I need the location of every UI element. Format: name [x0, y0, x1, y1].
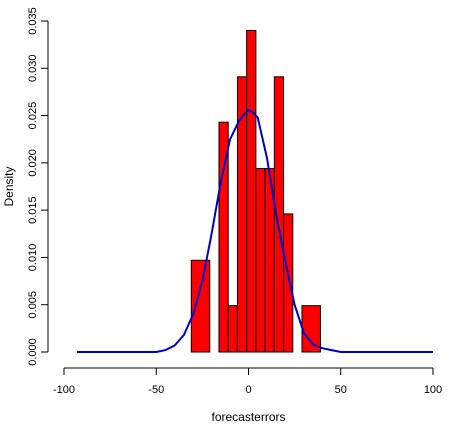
y-axis-title: Density: [2, 166, 16, 206]
y-tick-label: 0.015: [27, 196, 39, 224]
histogram-bar: [301, 305, 321, 353]
histogram-bar: [190, 259, 211, 353]
x-tick-label: -50: [148, 384, 164, 396]
x-tick-label: -100: [53, 384, 75, 396]
y-tick-label: 0.020: [27, 149, 39, 177]
histogram-bar: [246, 29, 257, 353]
x-tick-label: 100: [424, 384, 442, 396]
y-tick-label: 0.025: [27, 102, 39, 130]
histogram-bar: [255, 168, 266, 353]
x-tick-label: 50: [335, 384, 347, 396]
y-tick-label: 0.030: [27, 55, 39, 83]
histogram-bar: [283, 213, 294, 353]
y-tick-label: 0.000: [27, 338, 39, 366]
histogram-bar: [218, 121, 229, 353]
density-curve: [76, 108, 433, 353]
x-axis-title: forecasterrors: [211, 410, 285, 424]
histogram-bars: [190, 29, 321, 353]
x-tick-label: 0: [245, 384, 251, 396]
y-axis: 0.000 0.005 0.010 0.015 0.020 0.025 0.030 0.035: [27, 7, 49, 366]
histogram-bar: [227, 305, 238, 353]
y-tick-label: 0.035: [27, 7, 39, 35]
y-tick-label: 0.005: [27, 291, 39, 319]
y-tick-label: 0.010: [27, 244, 39, 272]
x-axis: -100 -50 0 50 100: [53, 367, 442, 396]
